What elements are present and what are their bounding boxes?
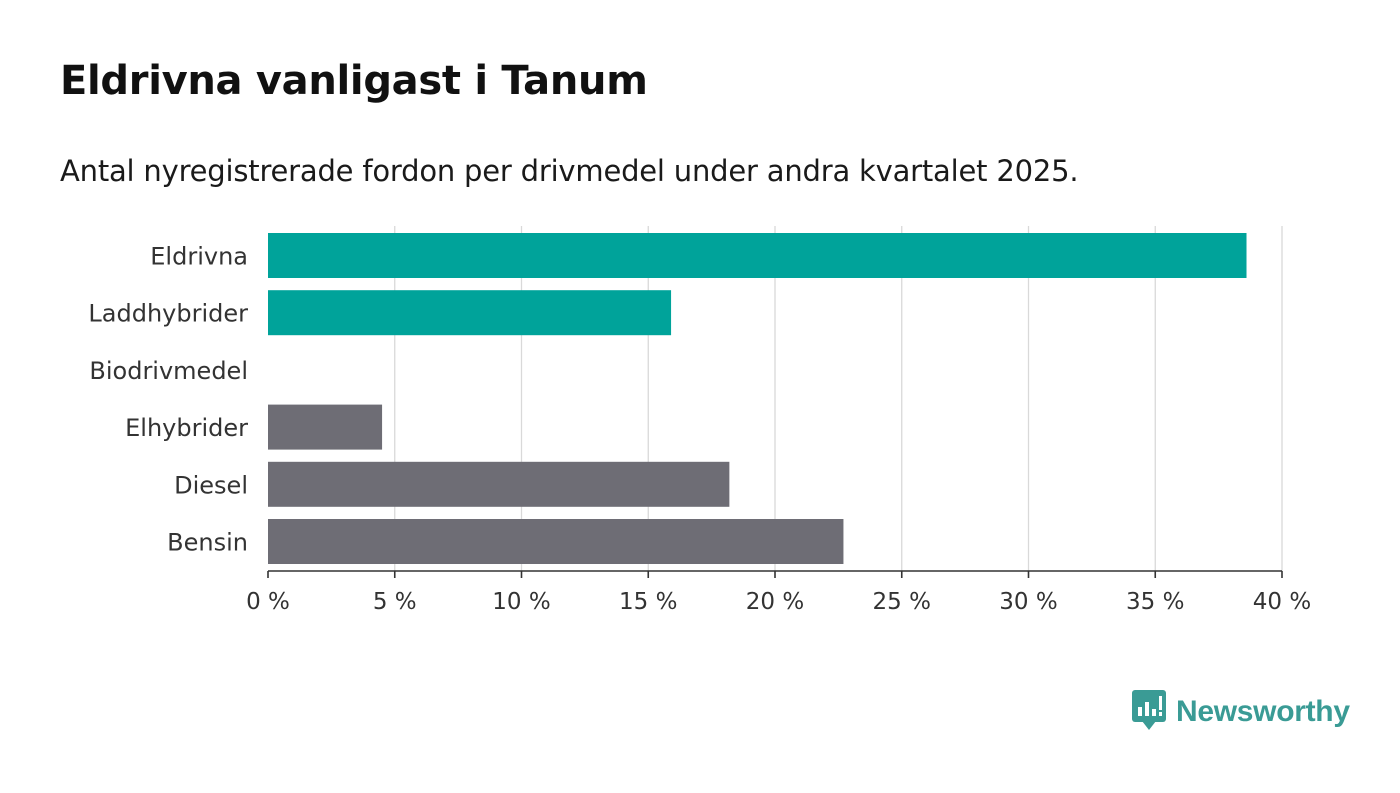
x-tick-label: 40 % (1253, 589, 1311, 615)
category-labels: Eldrivna Laddhybrider Biodrivmedel Elhybrid… (88, 243, 248, 557)
x-tick-label: 10 % (492, 589, 550, 615)
category-label: Diesel (174, 471, 248, 499)
x-tick-label: 35 % (1126, 589, 1184, 615)
category-label: Elhybrider (125, 414, 248, 442)
x-tick-label: 30 % (999, 589, 1057, 615)
bar-laddhybrider (268, 290, 672, 336)
grid-lines (394, 226, 1283, 571)
x-axis: 0 % 5 % 10 % 15 % 20 % 25 % 30 % 35 % 40 % (246, 570, 1311, 615)
bar-bensin (268, 519, 844, 564)
chart-subtitle: Antal nyregistrerade fordon per drivmede… (60, 154, 1079, 188)
x-tick-label: 15 % (619, 589, 677, 615)
newsworthy-logo-icon (1132, 690, 1166, 734)
newsworthy-brand: Newsworthy (1132, 690, 1350, 734)
x-tick-label: 0 % (246, 589, 290, 615)
brand-name: Newsworthy (1176, 695, 1350, 728)
x-tick-label: 25 % (873, 589, 931, 615)
category-label: Bensin (167, 529, 248, 557)
category-label: Eldrivna (150, 243, 248, 271)
x-tick-label: 20 % (746, 589, 804, 615)
chart-title: Eldrivna vanligast i Tanum (60, 58, 648, 104)
bar-diesel (268, 461, 730, 507)
category-label: Biodrivmedel (89, 357, 248, 385)
bars (268, 233, 1247, 564)
category-label: Laddhybrider (88, 300, 248, 328)
bar-eldrivna (268, 233, 1247, 278)
bar-elhybrider (268, 404, 383, 450)
x-tick-label: 5 % (373, 589, 417, 615)
